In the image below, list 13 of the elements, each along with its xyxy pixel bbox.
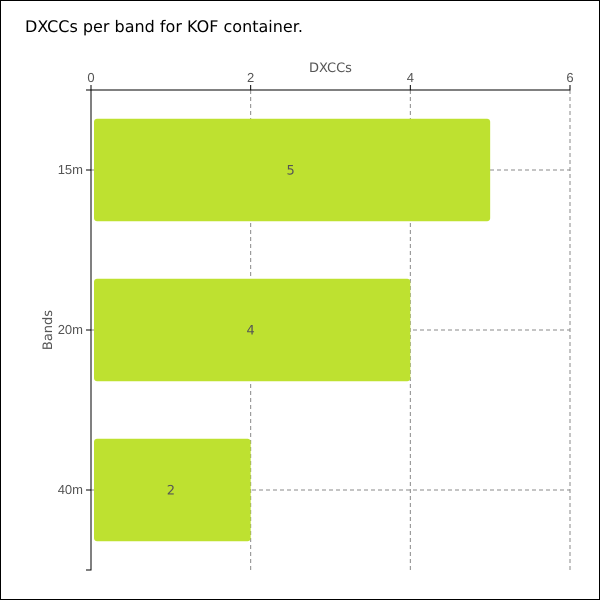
data-label: 5: [286, 164, 295, 179]
y-axis-title: Bands: [41, 310, 56, 350]
data-label: 4: [246, 324, 255, 339]
y-tick-label: 40m: [58, 482, 83, 498]
x-tick-label: 0: [87, 70, 95, 85]
chart-title: DXCCs per band for KOF container.: [25, 17, 303, 36]
y-tick-label: 20m: [58, 322, 83, 338]
y-tick-label: 15m: [58, 162, 83, 178]
x-tick-label: 4: [406, 70, 414, 85]
x-tick-label: 6: [566, 70, 574, 85]
x-axis-title: DXCCs: [309, 61, 352, 76]
x-tick-label: 2: [247, 70, 254, 85]
data-label: 2: [166, 484, 175, 499]
